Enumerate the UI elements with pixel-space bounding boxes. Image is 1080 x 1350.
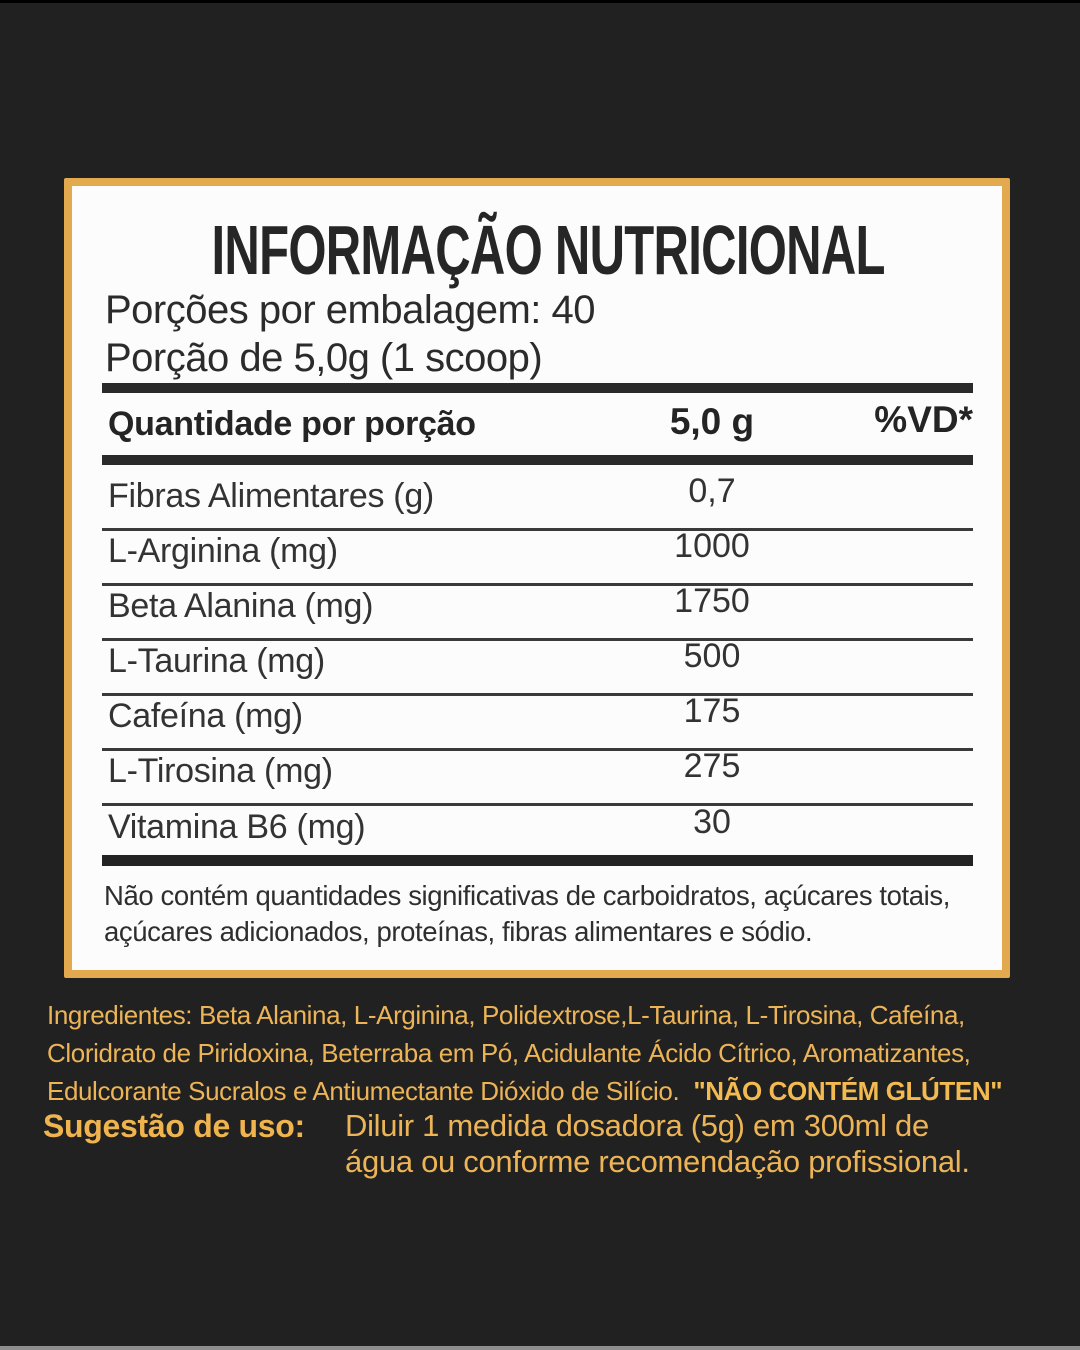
table-header-serving-weight: 5,0 g — [669, 401, 755, 442]
row-divider — [102, 528, 973, 531]
table-row: Cafeína (mg) 175 — [102, 692, 973, 738]
no-significant-amounts-note: açúcares adicionados, proteínas, fibras … — [104, 916, 813, 947]
row-divider — [102, 638, 973, 641]
servings-per-package: Porções por embalagem: 40 — [105, 288, 596, 332]
nutrition-facts-panel — [64, 178, 1010, 978]
table-row: Fibras Alimentares (g) 0,7 — [102, 472, 973, 518]
row-divider — [102, 583, 973, 586]
nutrient-label: Fibras Alimentares (g) — [108, 477, 434, 515]
table-header-daily-value: %VD* — [874, 399, 973, 440]
ingredients-text-end: Edulcorante Sucralos e Antiumectante Dió… — [47, 1076, 680, 1106]
nutrient-value: 500 — [683, 637, 741, 675]
nutrient-value: 1750 — [674, 582, 750, 620]
bottom-edge-strip — [0, 1346, 1080, 1350]
nutrient-label: L-Arginina (mg) — [108, 532, 338, 570]
nutrient-label: L-Tirosina (mg) — [108, 752, 333, 790]
nutrient-label: Cafeína (mg) — [108, 697, 303, 735]
nutrient-value: 30 — [693, 803, 731, 841]
ingredients-text: Cloridrato de Piridoxina, Beterraba em P… — [47, 1038, 971, 1068]
top-edge-strip — [0, 0, 1080, 3]
table-bottom-rule — [102, 855, 973, 866]
table-row: L-Taurina (mg) 500 — [102, 637, 973, 683]
nutrient-value: 1000 — [674, 527, 750, 565]
row-divider — [102, 803, 973, 806]
nutrient-label: Vitamina B6 (mg) — [108, 808, 366, 846]
usage-suggestion-text: água ou conforme recomendação profission… — [345, 1144, 970, 1179]
row-divider — [102, 748, 973, 751]
nutrient-value: 175 — [683, 692, 741, 730]
no-significant-amounts-note: Não contém quantidades significativas de… — [104, 880, 950, 911]
table-row: Beta Alanina (mg) 1750 — [102, 582, 973, 628]
table-row: L-Arginina (mg) 1000 — [102, 527, 973, 573]
panel-title: INFORMAÇÃO NUTRICIONAL — [211, 211, 886, 289]
ingredients-text: Edulcorante Sucralos e Antiumectante Dió… — [47, 1072, 1057, 1110]
table-row: Vitamina B6 (mg) 30 — [102, 803, 973, 849]
gluten-free-badge: "NÃO CONTÉM GLÚTEN" — [693, 1076, 1003, 1106]
nutrient-label: L-Taurina (mg) — [108, 642, 325, 680]
nutrient-value: 275 — [683, 747, 741, 785]
table-header-rule — [102, 455, 973, 465]
table-top-rule — [102, 383, 973, 393]
usage-suggestion-label: Sugestão de uso: — [43, 1108, 305, 1144]
nutrient-value: 0,7 — [688, 472, 736, 510]
ingredients-text: Ingredientes: Beta Alanina, L-Arginina, … — [47, 1000, 965, 1030]
nutrient-label: Beta Alanina (mg) — [108, 587, 374, 625]
row-divider — [102, 693, 973, 696]
serving-size: Porção de 5,0g (1 scoop) — [105, 336, 543, 380]
table-row: L-Tirosina (mg) 275 — [102, 747, 973, 793]
usage-suggestion-text: Diluir 1 medida dosadora (5g) em 300ml d… — [345, 1108, 929, 1143]
table-header-quantity: Quantidade por porção — [108, 405, 476, 443]
